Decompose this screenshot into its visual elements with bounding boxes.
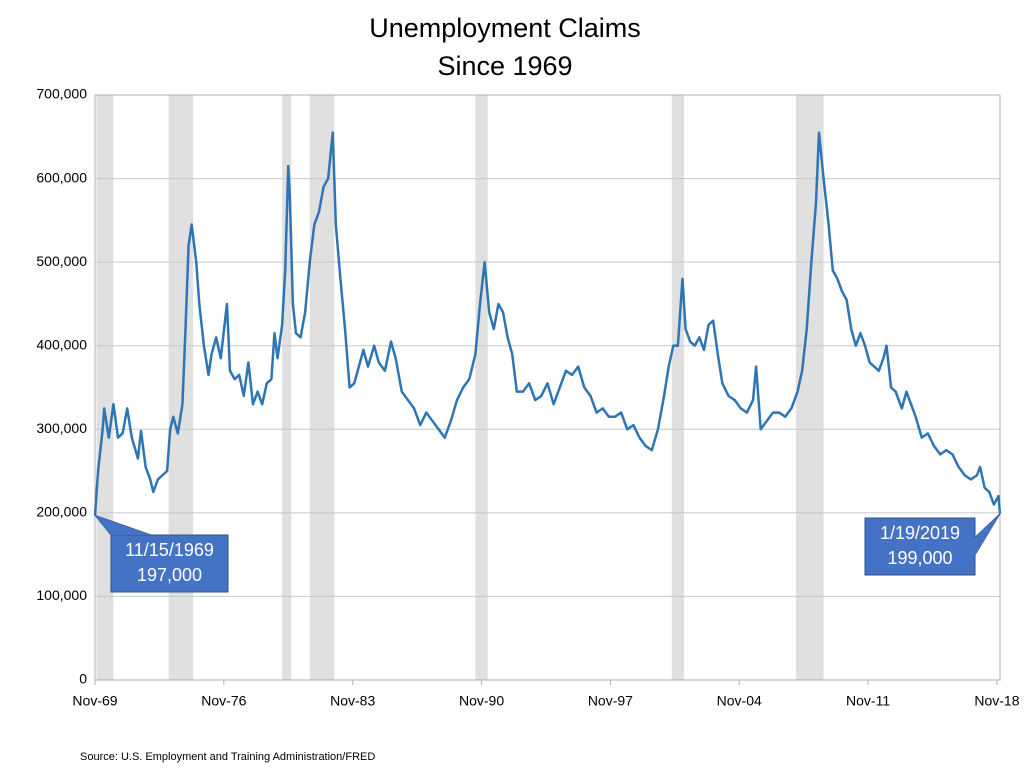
y-tick-label: 200,000 [36, 504, 87, 520]
y-tick-label: 100,000 [36, 587, 87, 603]
x-tick-label: Nov-18 [974, 693, 1019, 709]
y-tick-label: 500,000 [36, 253, 87, 269]
y-tick-label: 600,000 [36, 169, 87, 185]
callout-text: 199,000 [887, 548, 952, 568]
callout-box [864, 517, 976, 576]
x-tick-label: Nov-90 [459, 693, 504, 709]
callout-box [110, 534, 229, 593]
recession-band [96, 95, 114, 680]
y-tick-label: 700,000 [36, 86, 87, 102]
source-note: Source: U.S. Employment and Training Adm… [80, 751, 375, 763]
callout-text: 1/19/2019 [880, 523, 960, 543]
x-tick-label: Nov-97 [588, 693, 633, 709]
recession-band [795, 95, 824, 680]
callout-text: 197,000 [137, 565, 202, 585]
recession-band [282, 95, 292, 680]
callout-text: 11/15/1969 [125, 540, 214, 560]
callout-pointer [935, 513, 1000, 575]
plot-frame [94, 94, 1001, 681]
recession-band [309, 95, 335, 680]
x-tick-label: Nov-76 [201, 693, 246, 709]
x-tick-label: Nov-83 [330, 693, 375, 709]
recession-band [671, 95, 685, 680]
recession-band [475, 95, 488, 680]
y-tick-label: 300,000 [36, 420, 87, 436]
callout-pointer [95, 515, 151, 535]
y-tick-label: 0 [79, 671, 87, 687]
x-tick-label: Nov-11 [846, 693, 890, 709]
chart-title: Unemployment Claims [369, 13, 641, 43]
chart-title: Since 1969 [437, 51, 572, 81]
data-line [93, 131, 1002, 516]
x-tick-label: Nov-69 [72, 693, 117, 709]
x-tick-label: Nov-04 [717, 693, 762, 709]
y-tick-label: 400,000 [36, 336, 87, 352]
